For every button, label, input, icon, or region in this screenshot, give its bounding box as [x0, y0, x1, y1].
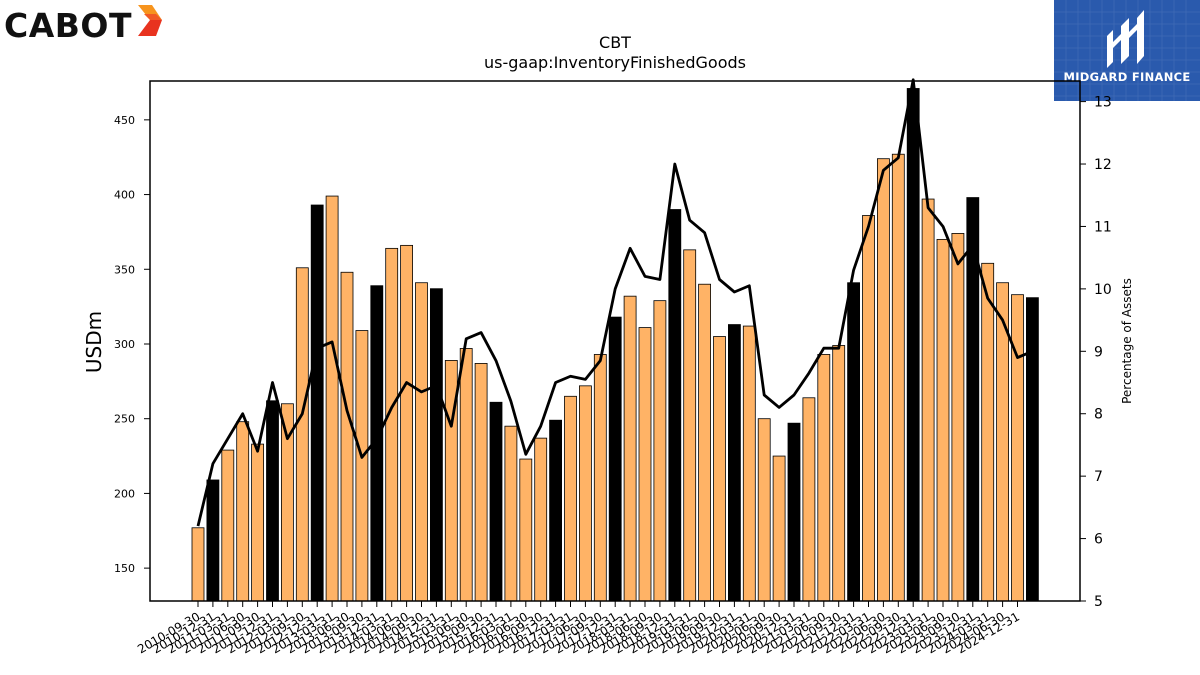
y2-tick-label: 11	[1094, 219, 1112, 235]
bar	[891, 153, 905, 602]
bar	[415, 282, 428, 602]
y-tick-label: 150	[114, 562, 135, 575]
bar	[906, 88, 920, 602]
y2-tick-label: 10	[1094, 282, 1112, 298]
logo-flame-icon	[137, 4, 162, 36]
bar	[981, 262, 995, 602]
bar	[385, 247, 399, 602]
y2-tick-label: 12	[1094, 157, 1112, 173]
y2-tick-label: 5	[1094, 594, 1103, 610]
midgard-finance-badge: MIDGARD FINANCE	[1054, 0, 1200, 101]
bar	[206, 479, 220, 602]
y-tick-label: 200	[114, 487, 135, 500]
bar	[236, 421, 250, 602]
bar	[429, 288, 443, 602]
bar	[862, 215, 875, 602]
y-tick-label: 300	[114, 338, 135, 351]
bar	[221, 449, 235, 602]
series-line	[196, 78, 1033, 527]
bar	[1011, 294, 1024, 602]
bar	[325, 195, 339, 602]
y2-tick-label: 7	[1094, 469, 1103, 485]
badge-text: MIDGARD FINANCE	[1063, 70, 1191, 84]
y-tick-label: 450	[114, 114, 135, 127]
bar	[921, 198, 935, 602]
bar	[534, 437, 548, 602]
bar	[728, 324, 741, 602]
bar	[295, 267, 309, 602]
bar	[817, 354, 831, 602]
y-tick-label: 400	[114, 189, 135, 202]
bar	[564, 395, 577, 602]
bar	[1026, 297, 1039, 602]
bar	[549, 419, 562, 602]
bar	[400, 244, 414, 602]
y2-tick-label: 8	[1094, 407, 1103, 423]
y2-tick-label: 6	[1094, 532, 1103, 548]
bar	[772, 455, 786, 602]
bar	[802, 397, 816, 602]
bar	[757, 418, 771, 602]
bar	[698, 283, 711, 602]
bar	[713, 336, 726, 602]
y2-axis-label: Percentage of Assets	[1120, 278, 1134, 404]
midgard-logo-icon	[1054, 0, 1200, 101]
bar	[832, 345, 846, 602]
bar	[340, 271, 354, 602]
bar	[355, 330, 369, 602]
bar	[489, 401, 503, 602]
bar	[668, 209, 682, 602]
y-tick-label: 250	[114, 413, 135, 426]
bar	[593, 354, 607, 602]
cabot-logo: CABOT	[4, 4, 166, 45]
logo-text: CABOT	[4, 6, 132, 45]
y2-tick-label: 13	[1094, 95, 1112, 111]
bar	[742, 325, 756, 602]
bar	[504, 425, 518, 602]
bar	[936, 238, 950, 602]
bar	[877, 158, 890, 602]
bar	[266, 400, 279, 602]
bar	[951, 233, 965, 602]
bar	[683, 249, 697, 602]
chart-title: CBT	[599, 33, 631, 52]
chart-subtitle: us-gaap:InventoryFinishedGoods	[484, 53, 746, 72]
bar	[474, 363, 488, 602]
bar	[251, 443, 265, 602]
bar	[787, 422, 801, 602]
bar	[653, 300, 667, 602]
bar	[310, 204, 324, 602]
bar	[608, 316, 622, 602]
bar	[847, 282, 860, 602]
bar	[191, 527, 205, 602]
bar	[519, 458, 533, 602]
bar	[459, 348, 473, 602]
y-tick-label: 350	[114, 263, 135, 276]
bar	[623, 295, 637, 602]
y2-tick-label: 9	[1094, 344, 1103, 360]
y-axis-label: USDm	[82, 311, 106, 373]
bar	[638, 327, 652, 602]
bar	[579, 385, 592, 602]
